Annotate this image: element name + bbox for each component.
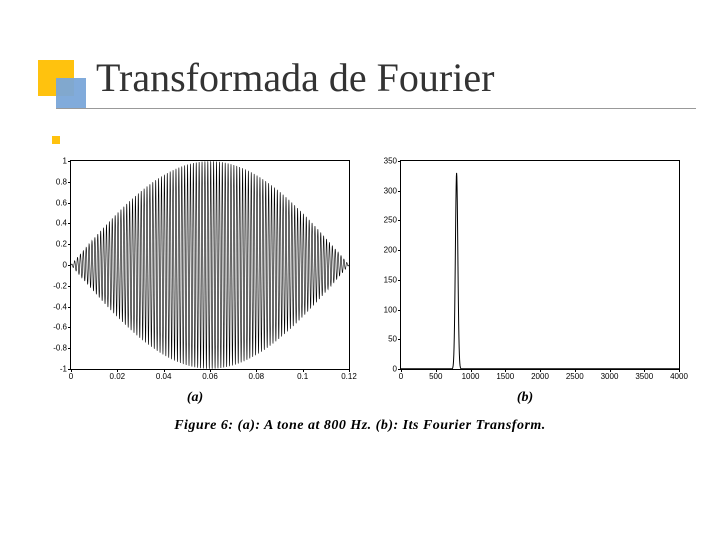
ytick-label: 0.8 xyxy=(43,177,67,186)
panel-a: -1 -0.8 -0.6 -0.4 -0.2 0 0.2 0.4 0.6 0.8 1 0 0.02 0.0… xyxy=(40,160,350,406)
xtick-label: 3500 xyxy=(635,372,653,381)
ytick-label: 0.6 xyxy=(43,198,67,207)
ytick-label: 150 xyxy=(373,275,397,284)
figure-caption: Figure 6: (a): A tone at 800 Hz. (b): It… xyxy=(40,418,680,434)
ytick-label: 0.4 xyxy=(43,219,67,228)
xtick-label: 3000 xyxy=(601,372,619,381)
panel-b: 0501001502002503003500500100015002000250… xyxy=(370,160,680,406)
chart-a: -1-0.8-0.6-0.4-0.200.20.40.60.8100.020.0… xyxy=(70,160,350,370)
ytick-label: 350 xyxy=(373,157,397,166)
xtick-label: 2500 xyxy=(566,372,584,381)
title-underline xyxy=(56,108,696,109)
panel-a-label: (a) xyxy=(40,390,350,406)
ytick-label: 0 xyxy=(373,365,397,374)
ytick-label: -0.2 xyxy=(43,281,67,290)
ytick-label: 0 xyxy=(43,261,67,270)
xtick-label: 0.04 xyxy=(156,372,172,381)
xtick-label: 4000 xyxy=(670,372,688,381)
xtick-label: 0.02 xyxy=(110,372,126,381)
xtick-label: 1000 xyxy=(462,372,480,381)
ytick-label: 0.2 xyxy=(43,240,67,249)
ytick-label: 200 xyxy=(373,246,397,255)
chart-b: 0501001502002503003500500100015002000250… xyxy=(400,160,680,370)
xtick-label: 500 xyxy=(429,372,442,381)
slide: Transformada de Fourier -1 -0.8 -0.6 -0.4 -0… xyxy=(0,0,720,540)
xtick-label: 0.08 xyxy=(249,372,265,381)
xtick-label: 0.06 xyxy=(202,372,218,381)
bullet-icon xyxy=(52,136,60,144)
xtick-label: 0.12 xyxy=(341,372,357,381)
xtick-label: 0 xyxy=(69,372,73,381)
ytick-label: -0.8 xyxy=(43,344,67,353)
figure: -1 -0.8 -0.6 -0.4 -0.2 0 0.2 0.4 0.6 0.8 1 0 0.02 0.0… xyxy=(40,160,680,434)
ytick-label: -1 xyxy=(43,365,67,374)
ytick-label: 300 xyxy=(373,186,397,195)
slide-title: Transformada de Fourier xyxy=(96,54,494,101)
panel-b-label: (b) xyxy=(370,390,680,406)
xtick-label: 0.1 xyxy=(297,372,308,381)
ytick-label: -0.4 xyxy=(43,302,67,311)
accent-square-inner xyxy=(56,78,86,108)
xtick-label: 0 xyxy=(399,372,403,381)
ytick-label: 50 xyxy=(373,335,397,344)
xtick-label: 1500 xyxy=(496,372,514,381)
ytick-label: 100 xyxy=(373,305,397,314)
ytick-label: 250 xyxy=(373,216,397,225)
ytick-label: 1 xyxy=(43,157,67,166)
xtick-label: 2000 xyxy=(531,372,549,381)
ytick-label: -0.6 xyxy=(43,323,67,332)
